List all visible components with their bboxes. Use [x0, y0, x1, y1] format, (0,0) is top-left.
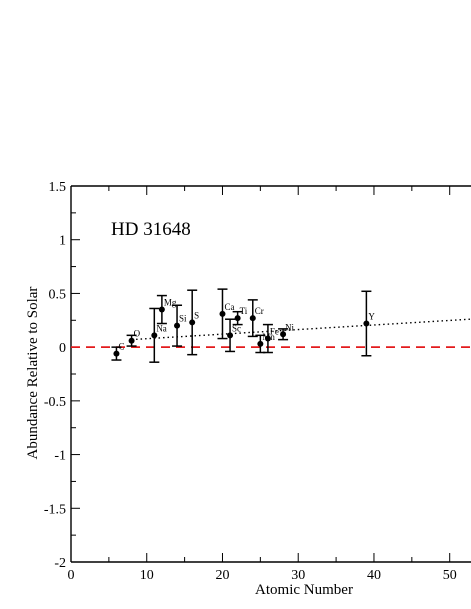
x-tick-label: 30	[291, 568, 305, 583]
y-tick-label: -0.5	[44, 395, 66, 410]
data-point	[174, 322, 181, 329]
x-tick-label: 10	[140, 568, 154, 583]
y-tick-label: 1.5	[49, 180, 67, 195]
data-point	[189, 319, 196, 326]
point-label: S	[194, 310, 199, 320]
point-label: Na	[156, 323, 167, 333]
y-tick-label: -1.5	[44, 502, 66, 517]
point-label: C	[118, 342, 124, 352]
point-label: Cr	[255, 306, 264, 316]
data-point	[151, 332, 158, 339]
x-tick-label: 50	[443, 568, 457, 583]
y-tick-label: -1	[54, 449, 66, 464]
data-point	[234, 315, 241, 322]
point-label: O	[134, 329, 141, 339]
data-point	[264, 335, 271, 342]
point-label: Y	[368, 312, 375, 322]
data-point	[280, 331, 287, 338]
y-tick-label: 1	[59, 234, 66, 249]
data-point	[227, 332, 234, 339]
trend-line	[131, 318, 471, 341]
point-label: Si	[179, 314, 187, 324]
point-label: Ca	[224, 302, 234, 312]
y-tick-label: -2	[54, 556, 66, 571]
x-axis-label: Atomic Number	[255, 582, 353, 598]
data-point	[257, 340, 264, 347]
y-axis-label: Abundance Relative to Solar	[25, 287, 41, 460]
x-tick-label: 40	[367, 568, 381, 583]
y-tick-label: 0.5	[49, 287, 67, 302]
y-tick-label: 0	[59, 341, 66, 356]
point-label: Fe	[270, 327, 279, 337]
chart-annotation: HD 31648	[111, 219, 191, 240]
data-point	[363, 320, 370, 327]
x-tick-label: 0	[68, 568, 75, 583]
x-tick-label: 20	[215, 568, 229, 583]
data-point	[249, 315, 256, 322]
data-point	[219, 310, 226, 317]
point-label: Mg	[164, 298, 177, 308]
data-point	[128, 337, 135, 344]
point-label: Ni	[285, 322, 294, 332]
point-label: Ti	[240, 306, 248, 316]
data-point	[113, 350, 120, 357]
data-point	[158, 306, 165, 313]
point-label: Sc	[232, 323, 241, 333]
